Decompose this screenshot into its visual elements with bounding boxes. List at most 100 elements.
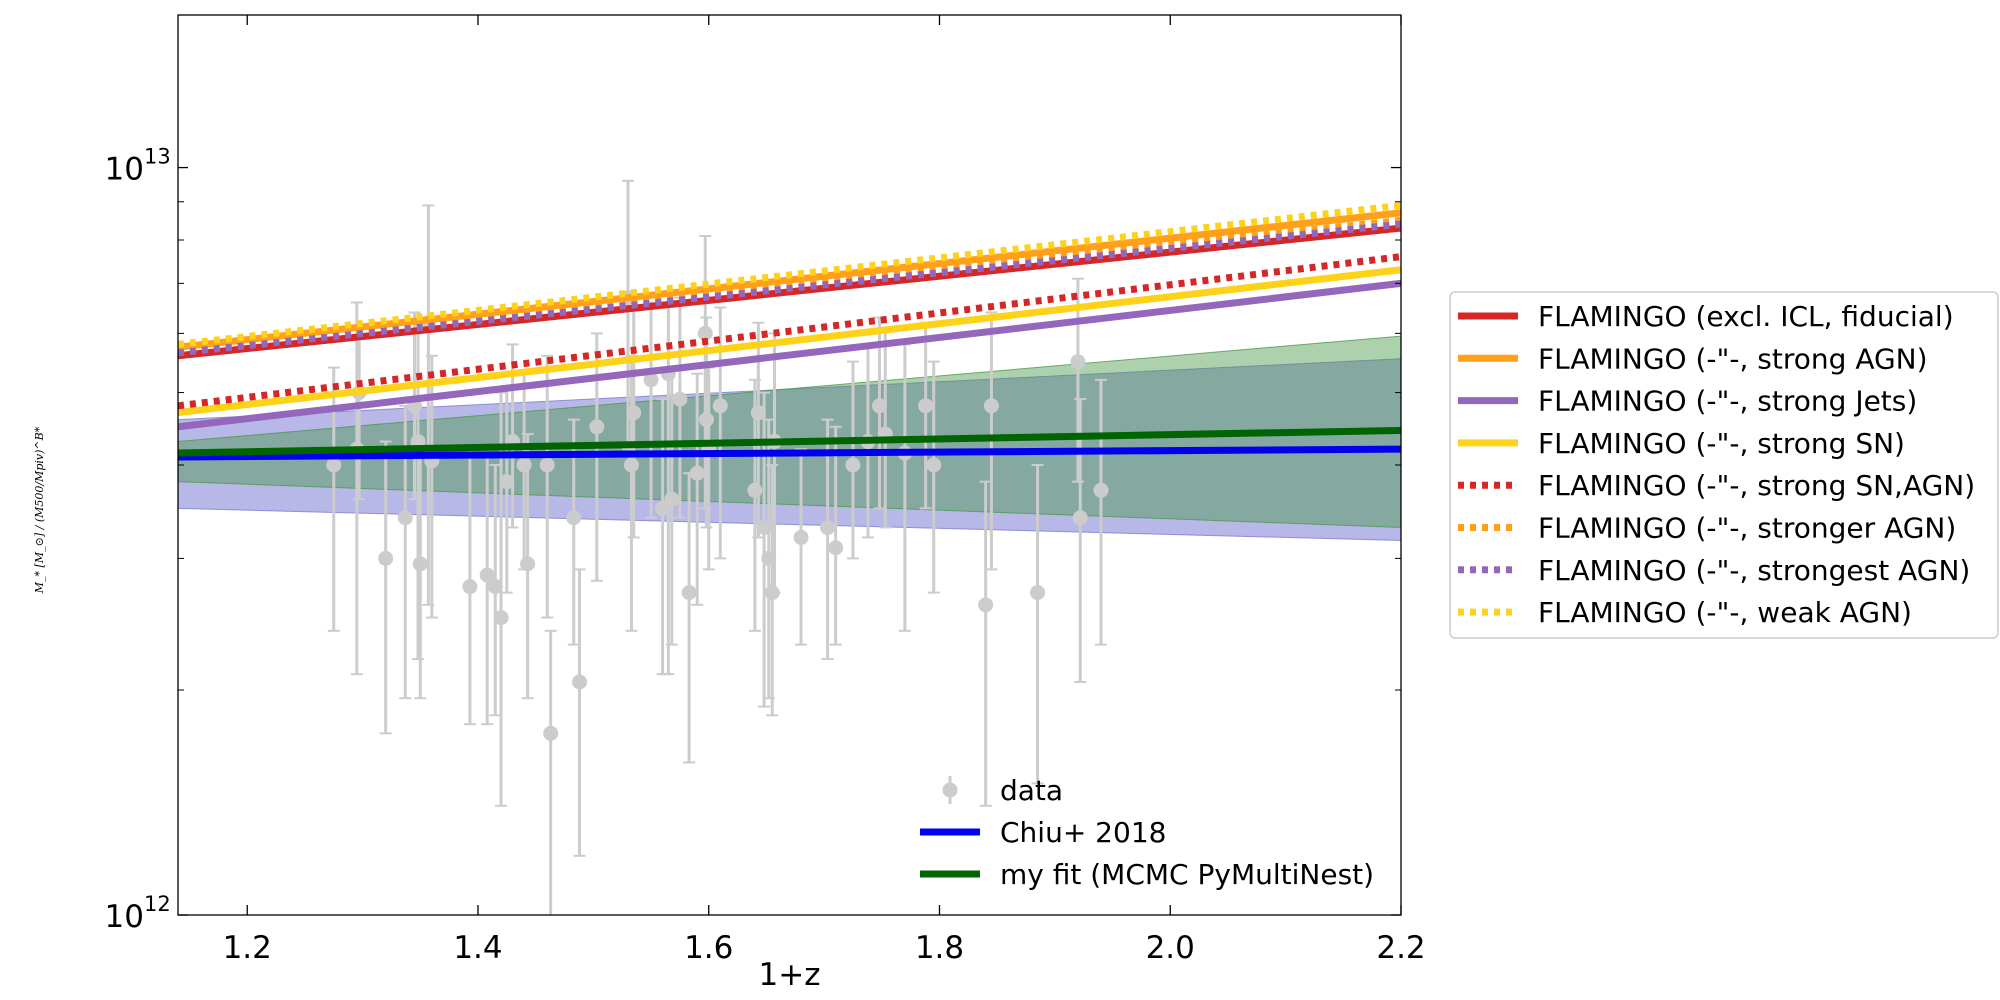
- data-marker: [747, 482, 763, 498]
- data-marker: [750, 405, 766, 421]
- data-marker: [572, 674, 588, 690]
- data-point: [543, 629, 559, 915]
- data-point: [689, 372, 705, 606]
- data-marker: [983, 398, 999, 414]
- y-tick-label: 10: [105, 152, 144, 188]
- data-point: [520, 433, 536, 700]
- legend-right-label: FLAMINGO (-"-, strong SN): [1538, 427, 1905, 460]
- legend-right-entry: FLAMINGO (-"-, strong SN): [1458, 427, 1905, 460]
- legend-right-label: FLAMINGO (-"-, strong Jets): [1538, 385, 1917, 418]
- data-marker: [978, 597, 994, 613]
- data-point: [926, 360, 942, 594]
- series-line: [177, 445, 1402, 461]
- data-marker: [479, 567, 495, 583]
- legend-inner-entry: my fit (MCMC PyMultiNest): [920, 858, 1374, 891]
- data-marker: [378, 550, 394, 566]
- data-marker: [487, 579, 503, 595]
- data-marker: [689, 465, 705, 481]
- data-point: [828, 425, 844, 646]
- legend-right-entry: FLAMINGO (-"-, weak AGN): [1458, 596, 1912, 629]
- series-line: [177, 426, 1402, 457]
- data-marker: [681, 585, 697, 601]
- y-axis-label-text: M_* [M_⊙] / (M500/Mpiv)^B*: [33, 426, 46, 594]
- x-tick-label: 2.0: [1146, 930, 1195, 966]
- data-marker: [655, 500, 671, 516]
- legend-right-entry: FLAMINGO (excl. ICL, fiducial): [1458, 300, 1954, 333]
- x-axis-label: 1+z: [759, 957, 821, 993]
- data-marker: [845, 457, 861, 473]
- data-marker: [712, 398, 728, 414]
- data-marker: [626, 405, 642, 421]
- data-marker: [672, 391, 688, 407]
- data-point: [681, 472, 697, 764]
- data-marker: [1070, 354, 1086, 370]
- data-point: [793, 448, 809, 646]
- series-line: [177, 209, 1402, 351]
- legend-inner-label: my fit (MCMC PyMultiNest): [1000, 858, 1374, 891]
- data-marker: [643, 372, 659, 388]
- data-marker: [499, 474, 515, 490]
- data-marker: [828, 540, 844, 556]
- y-axis-label: M_* [M_⊙] / (M500/Mpiv)^B*: [33, 426, 46, 594]
- data-point: [1072, 398, 1088, 683]
- legend-right-label: FLAMINGO (excl. ICL, fiducial): [1538, 300, 1954, 333]
- series-line: [177, 279, 1402, 431]
- data-marker: [516, 457, 532, 473]
- data-marker: [926, 457, 942, 473]
- data-point: [978, 480, 994, 807]
- data-marker: [871, 398, 887, 414]
- x-tick-label: 1.2: [223, 930, 272, 966]
- legend-right-label: FLAMINGO (-"-, strong AGN): [1538, 342, 1928, 375]
- data-point: [1030, 464, 1046, 785]
- data-point: [493, 391, 509, 807]
- legend-right-entry: FLAMINGO (-"-, strongest AGN): [1458, 554, 1970, 587]
- data-point: [462, 448, 478, 726]
- data-point: [820, 418, 836, 661]
- legend-right-entry: FLAMINGO (-"-, strong SN,AGN): [1458, 469, 1975, 502]
- data-point: [871, 316, 887, 510]
- model-lines: [177, 201, 1402, 461]
- data-marker: [566, 510, 582, 526]
- data-marker: [820, 519, 836, 535]
- data-marker: [589, 419, 605, 435]
- data-point: [845, 360, 861, 560]
- y-tick-label: 10: [105, 899, 144, 935]
- data-marker: [462, 579, 478, 595]
- data-point: [487, 464, 503, 717]
- data-point: [1093, 378, 1109, 646]
- legend-right-label: FLAMINGO (-"-, strong SN,AGN): [1538, 469, 1975, 502]
- x-tick-label: 1.4: [453, 930, 502, 966]
- data-marker: [623, 457, 639, 473]
- data-point: [539, 354, 555, 619]
- data-marker: [539, 457, 555, 473]
- data-point: [420, 204, 436, 606]
- legend-right: FLAMINGO (excl. ICL, fiducial) FLAMINGO (…: [1449, 291, 1999, 639]
- legend-right-label: FLAMINGO (-"-, strongest AGN): [1538, 554, 1970, 587]
- data-marker: [1072, 510, 1088, 526]
- data-point: [378, 440, 394, 735]
- data-marker: [664, 491, 680, 507]
- data-marker: [698, 412, 714, 428]
- legend-right-entry: FLAMINGO (-"-, strong Jets): [1458, 385, 1917, 418]
- y-tick-exponent: 13: [144, 145, 171, 169]
- series-line: [177, 266, 1402, 417]
- data-marker: [1093, 482, 1109, 498]
- legend-marker: [942, 782, 958, 798]
- legend-inner: data Chiu+ 2018 my fit (MCMC PyMultiNest): [920, 774, 1374, 891]
- data-marker: [918, 398, 934, 414]
- data-marker: [1030, 585, 1046, 601]
- legend-inner-label: Chiu+ 2018: [1000, 816, 1166, 849]
- data-marker: [326, 457, 342, 473]
- legend-inner-label: data: [1000, 774, 1063, 807]
- data-marker: [543, 725, 559, 741]
- data-marker: [493, 610, 509, 626]
- series-line: [177, 253, 1402, 410]
- x-tick-label: 2.2: [1376, 930, 1425, 966]
- series-line: [177, 220, 1402, 357]
- legend-right-label: FLAMINGO (-"-, weak AGN): [1538, 596, 1912, 629]
- data-marker: [412, 556, 428, 572]
- data-marker: [397, 510, 413, 526]
- legend-right-entry: FLAMINGO (-"-, stronger AGN): [1458, 512, 1956, 545]
